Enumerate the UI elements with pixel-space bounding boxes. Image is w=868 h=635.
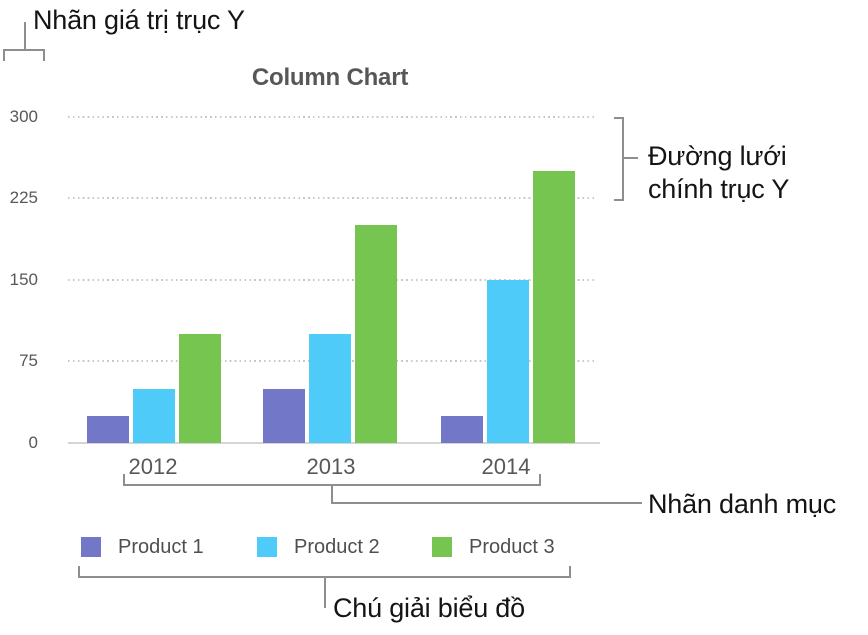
y-axis-tick-label: 0: [28, 433, 38, 452]
legend-swatch: [432, 537, 452, 557]
bracket-tick: [3, 49, 5, 61]
legend-item-product-3: Product 3: [432, 536, 555, 558]
x-axis-label-2013: 2013: [306, 454, 356, 479]
bracket-tick: [43, 49, 45, 61]
bar-product-3-2012: [179, 334, 221, 443]
legend-series-label: Product 1: [118, 535, 204, 558]
bracket-tick: [622, 157, 638, 159]
legend-swatch: [257, 537, 277, 557]
legend-item-product-2: Product 2: [257, 536, 380, 558]
legend-swatch: [81, 537, 101, 557]
bar-product-1-2014: [441, 415, 483, 443]
y-gridlines-annotation-label: Đường lưới chính trục Y: [648, 141, 790, 204]
legend-item-product-1: Product 1: [81, 536, 204, 558]
x-axis-label-2012: 2012: [128, 454, 178, 479]
y-axis-tick-label: 225: [9, 188, 38, 208]
bracket-cap: [614, 199, 624, 201]
bracket-stem: [24, 22, 26, 51]
bar-product-3-2013: [355, 225, 397, 443]
bracket-tick: [123, 474, 125, 486]
bracket-line: [622, 117, 624, 201]
bracket-tick: [569, 566, 571, 578]
category-labels-annotation-label: Nhãn danh mục: [648, 489, 837, 519]
bar-product-2-2014: [487, 279, 529, 443]
x-axis-line: [68, 442, 600, 444]
bracket-line: [3, 49, 45, 51]
bracket-stem: [324, 576, 326, 608]
x-axis-label-2014: 2014: [481, 454, 531, 479]
legend-series-label: Product 3: [469, 535, 555, 558]
bar-product-2-2013: [309, 334, 351, 443]
y-gridline-300: [68, 115, 597, 118]
legend-annotation-label: Chú giải biểu đồ: [333, 593, 525, 623]
y-gridline-225: [68, 197, 597, 200]
bar-product-2-2012: [133, 388, 175, 443]
y-axis-tick-label: 300: [9, 106, 38, 126]
chart-title: Column Chart: [251, 64, 409, 91]
bracket-line: [331, 502, 642, 504]
bracket-tick: [78, 566, 80, 578]
y-axis-tick-label: 75: [19, 351, 38, 371]
bar-product-3-2014: [533, 170, 575, 443]
bracket-cap: [614, 117, 624, 119]
y-axis-tick-label: 150: [9, 269, 38, 289]
bar-product-1-2012: [87, 415, 129, 443]
legend-series-label: Product 2: [294, 535, 380, 558]
bracket-stem: [331, 484, 333, 504]
y-gridline-150: [68, 278, 597, 281]
bar-product-1-2013: [263, 388, 305, 443]
bracket-tick: [539, 474, 541, 486]
y-values-annotation-label: Nhãn giá trị trục Y: [33, 5, 245, 35]
